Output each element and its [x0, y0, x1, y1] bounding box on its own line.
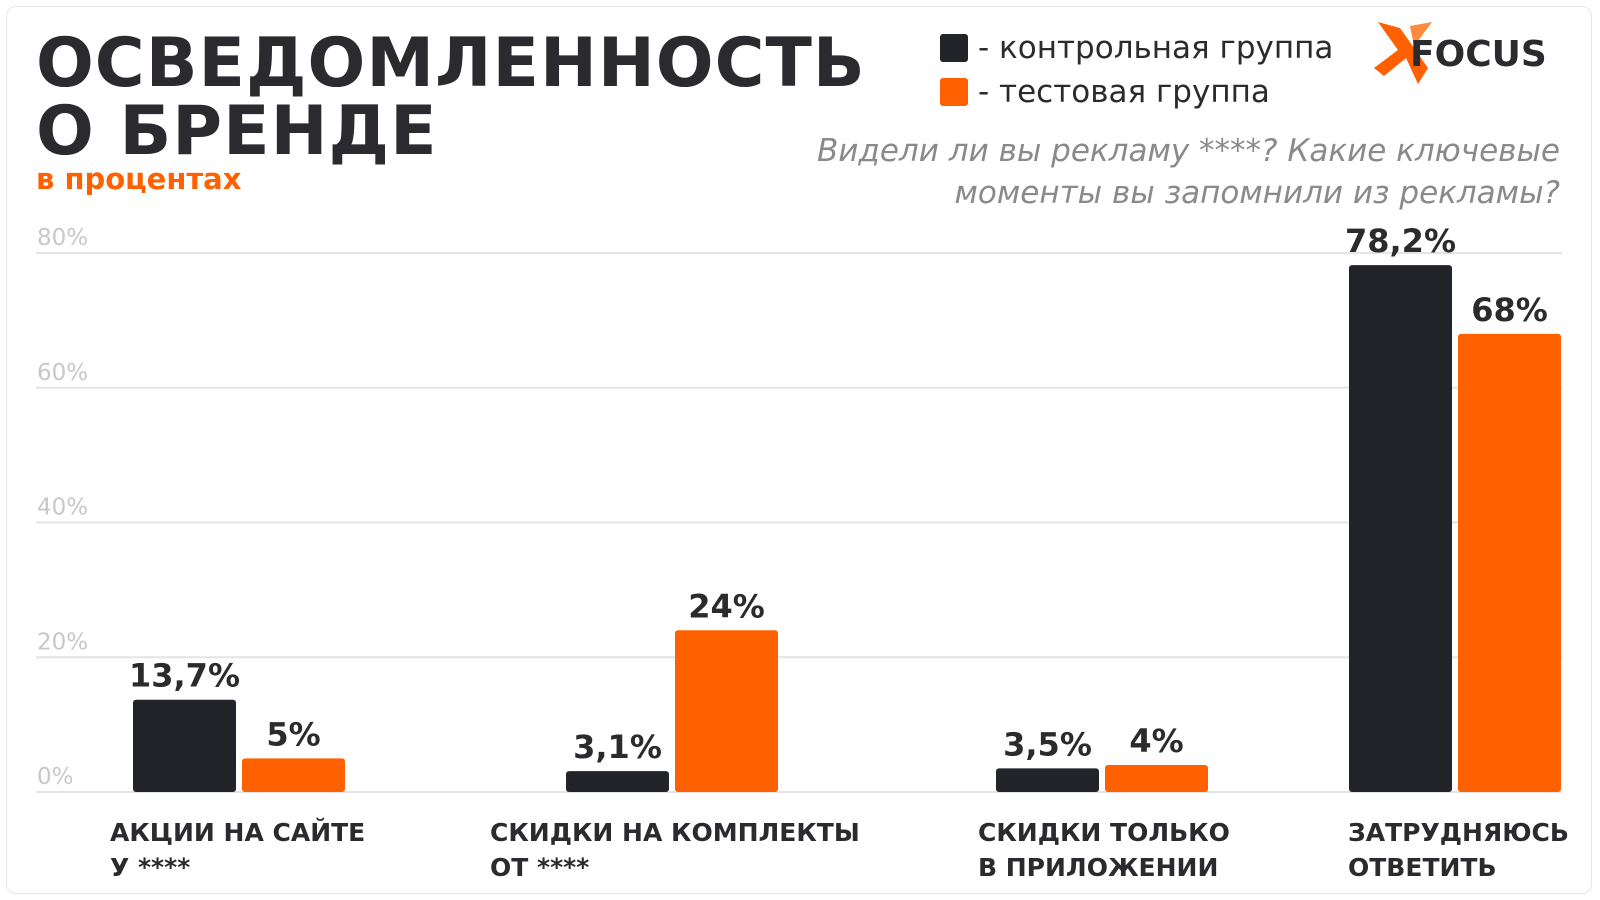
question-line-1: Видели ли вы рекламу ****? Какие ключевы… [817, 133, 1560, 169]
legend-swatch-test [940, 78, 968, 106]
value-label: 24% [688, 587, 765, 625]
value-label: 3,1% [573, 728, 662, 766]
bar-control [1349, 265, 1452, 792]
category-label: ЗАТРУДНЯЮСЬ ОТВЕТИТЬ [1348, 815, 1569, 885]
bar-control [566, 771, 669, 792]
subtitle: в процентах [36, 162, 242, 196]
logo-text: FOCUS [1410, 34, 1547, 75]
bar-test [1105, 765, 1208, 792]
value-label: 4% [1129, 722, 1183, 760]
legend-item-control: - контрольная группа [940, 26, 1333, 70]
legend-item-test: - тестовая группа [940, 70, 1333, 114]
category-label-line: ОТ **** [490, 853, 590, 882]
bar-control [996, 768, 1099, 792]
y-tick-label: 0% [37, 764, 74, 790]
category-label-line: СКИДКИ НА КОМПЛЕКТЫ [490, 818, 860, 847]
value-label: 3,5% [1003, 725, 1092, 763]
category-label: СКИДКИ ТОЛЬКО В ПРИЛОЖЕНИИ [978, 815, 1230, 885]
value-label: 68% [1471, 291, 1548, 329]
bar-test [1458, 333, 1561, 792]
category-label-line: ОТВЕТИТЬ [1348, 853, 1497, 882]
bar-test [242, 758, 345, 792]
y-tick-label: 20% [37, 629, 88, 655]
value-label: 13,7% [129, 657, 240, 695]
category-label-line: У **** [110, 853, 191, 882]
category-label-line: ЗАТРУДНЯЮСЬ [1348, 818, 1569, 847]
legend-swatch-control [940, 34, 968, 62]
category-label-line: СКИДКИ ТОЛЬКО [978, 818, 1230, 847]
category-label-line: В ПРИЛОЖЕНИИ [978, 853, 1219, 882]
bar-control [133, 699, 236, 792]
title-line-1: ОСВЕДОМЛЕННОСТЬ [36, 24, 866, 103]
legend-label-control: - контрольная группа [978, 30, 1334, 66]
category-label: АКЦИИ НА САЙТЕ У **** [110, 815, 365, 885]
y-tick-label: 80% [37, 225, 88, 251]
page-title: ОСВЕДОМЛЕННОСТЬ О БРЕНДЕ [36, 30, 866, 166]
value-label: 78,2% [1345, 222, 1456, 260]
question-line-2: моменты вы запомнили из рекламы? [954, 175, 1560, 211]
bar-test [675, 630, 778, 792]
survey-question: Видели ли вы рекламу ****? Какие ключевы… [817, 130, 1560, 214]
category-label: СКИДКИ НА КОМПЛЕКТЫ ОТ **** [490, 815, 860, 885]
y-tick-label: 40% [37, 495, 88, 521]
y-tick-label: 60% [37, 360, 88, 386]
legend-label-test: - тестовая группа [978, 74, 1270, 110]
legend: - контрольная группа - тестовая группа [940, 26, 1333, 114]
focus-logo: FOCUS [1374, 22, 1547, 84]
chart-frame [6, 6, 1592, 894]
title-line-2: О БРЕНДЕ [36, 92, 438, 171]
category-label-line: АКЦИИ НА САЙТЕ [110, 818, 366, 847]
value-label: 5% [266, 715, 320, 753]
logo-x-mark-icon [1374, 22, 1428, 84]
